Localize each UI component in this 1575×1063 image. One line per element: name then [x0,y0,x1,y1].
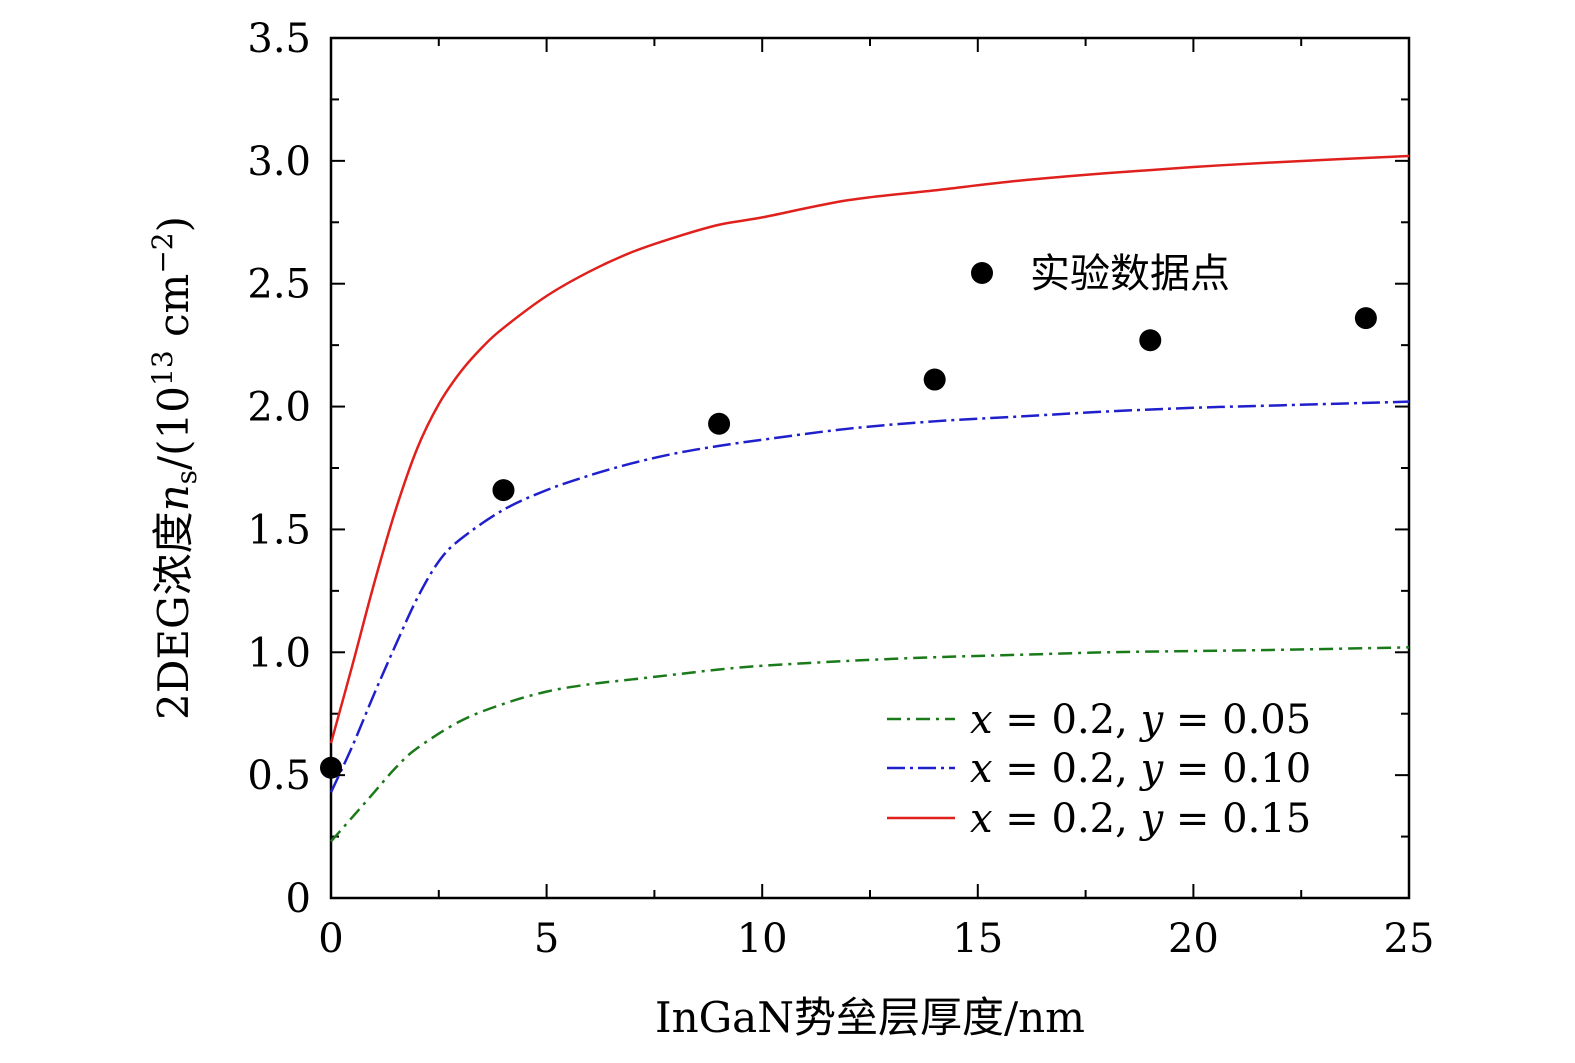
x-tick-label: 20 [1168,916,1219,962]
data-point [923,368,946,391]
legend-label-series-1-x: x [970,746,993,792]
y-tick-label: 1.5 [247,507,311,553]
y-axis-title-unit-mid: cm [149,274,198,351]
y-tick-label: 2.5 [247,262,311,308]
y-axis-title-unit-exp: 13 [146,350,179,386]
y-tick-label: 2.0 [247,385,311,431]
data-point [708,412,731,435]
legend-label-series-0-y: y [1139,697,1165,743]
series-line-1 [329,400,1410,793]
x-tick-label: 0 [318,916,343,962]
x-tick-label: 10 [737,916,788,962]
legend-label-series-1-eq1: = 0.2, [993,746,1141,792]
data-point [492,479,515,502]
data-point [1139,329,1162,352]
x-tick-label: 5 [534,916,559,962]
y-axis-title-unit-exp2: −2 [146,232,179,273]
legend-label-series-2-x: x [970,796,993,842]
legend-label-series-1: x = 0.2, y = 0.10 [970,746,1311,792]
y-axis-title-unit-open: /(10 [149,386,198,470]
y-tick-label: 3.5 [247,16,311,62]
y-tick-label: 1.0 [247,630,311,676]
legend-label-series-2: x = 0.2, y = 0.15 [970,796,1311,842]
legend-label-series-2-y: y [1139,796,1165,842]
y-tick-label: 0 [286,876,311,922]
legend-label-series-1-eq2: = 0.10 [1163,746,1311,792]
data-points-layer [320,307,1377,779]
series-line-2 [329,154,1410,744]
data-point [320,756,342,779]
legend-label-series-2-eq1: = 0.2, [993,796,1141,842]
legend-label-series-0-x: x [970,697,993,743]
x-axis-title: InGaN势垒层厚度/nm [655,993,1085,1042]
y-axis-title-unit-close: ) [149,216,198,232]
y-axis-title-var: n [149,484,198,511]
axis-ticks: 0 5 10 15 20 25 0 0.5 1.0 1.5 2.0 2.5 3.0 3.5 [247,16,1434,962]
legend-label-series-0: x = 0.2, y = 0.05 [970,697,1311,743]
data-point [1354,307,1377,330]
y-tick-label: 0.5 [247,753,311,799]
legend: x = 0.2, y = 0.05 x = 0.2, y = 0.10 x = … [887,697,1311,842]
series-layer [329,154,1410,843]
legend-marker-points [971,262,993,284]
legend-label-series-0-eq1: = 0.2, [993,697,1141,743]
y-axis-title-prefix: 2DEG浓度 [149,511,198,720]
y-axis-title-sub: s [170,470,203,484]
legend-label-series-2-eq2: = 0.15 [1163,796,1311,842]
legend-label-series-1-y: y [1139,746,1165,792]
y-axis-title: 2DEG浓度ns/(1013 cm−2) [146,216,203,720]
x-tick-label: 25 [1384,916,1435,962]
legend-label-series-0-eq2: = 0.05 [1163,697,1311,743]
y-tick-label: 3.0 [247,139,311,185]
legend-label-points: 实验数据点 [1030,251,1230,297]
series-line-0 [330,646,1410,843]
x-tick-label: 15 [952,916,1003,962]
